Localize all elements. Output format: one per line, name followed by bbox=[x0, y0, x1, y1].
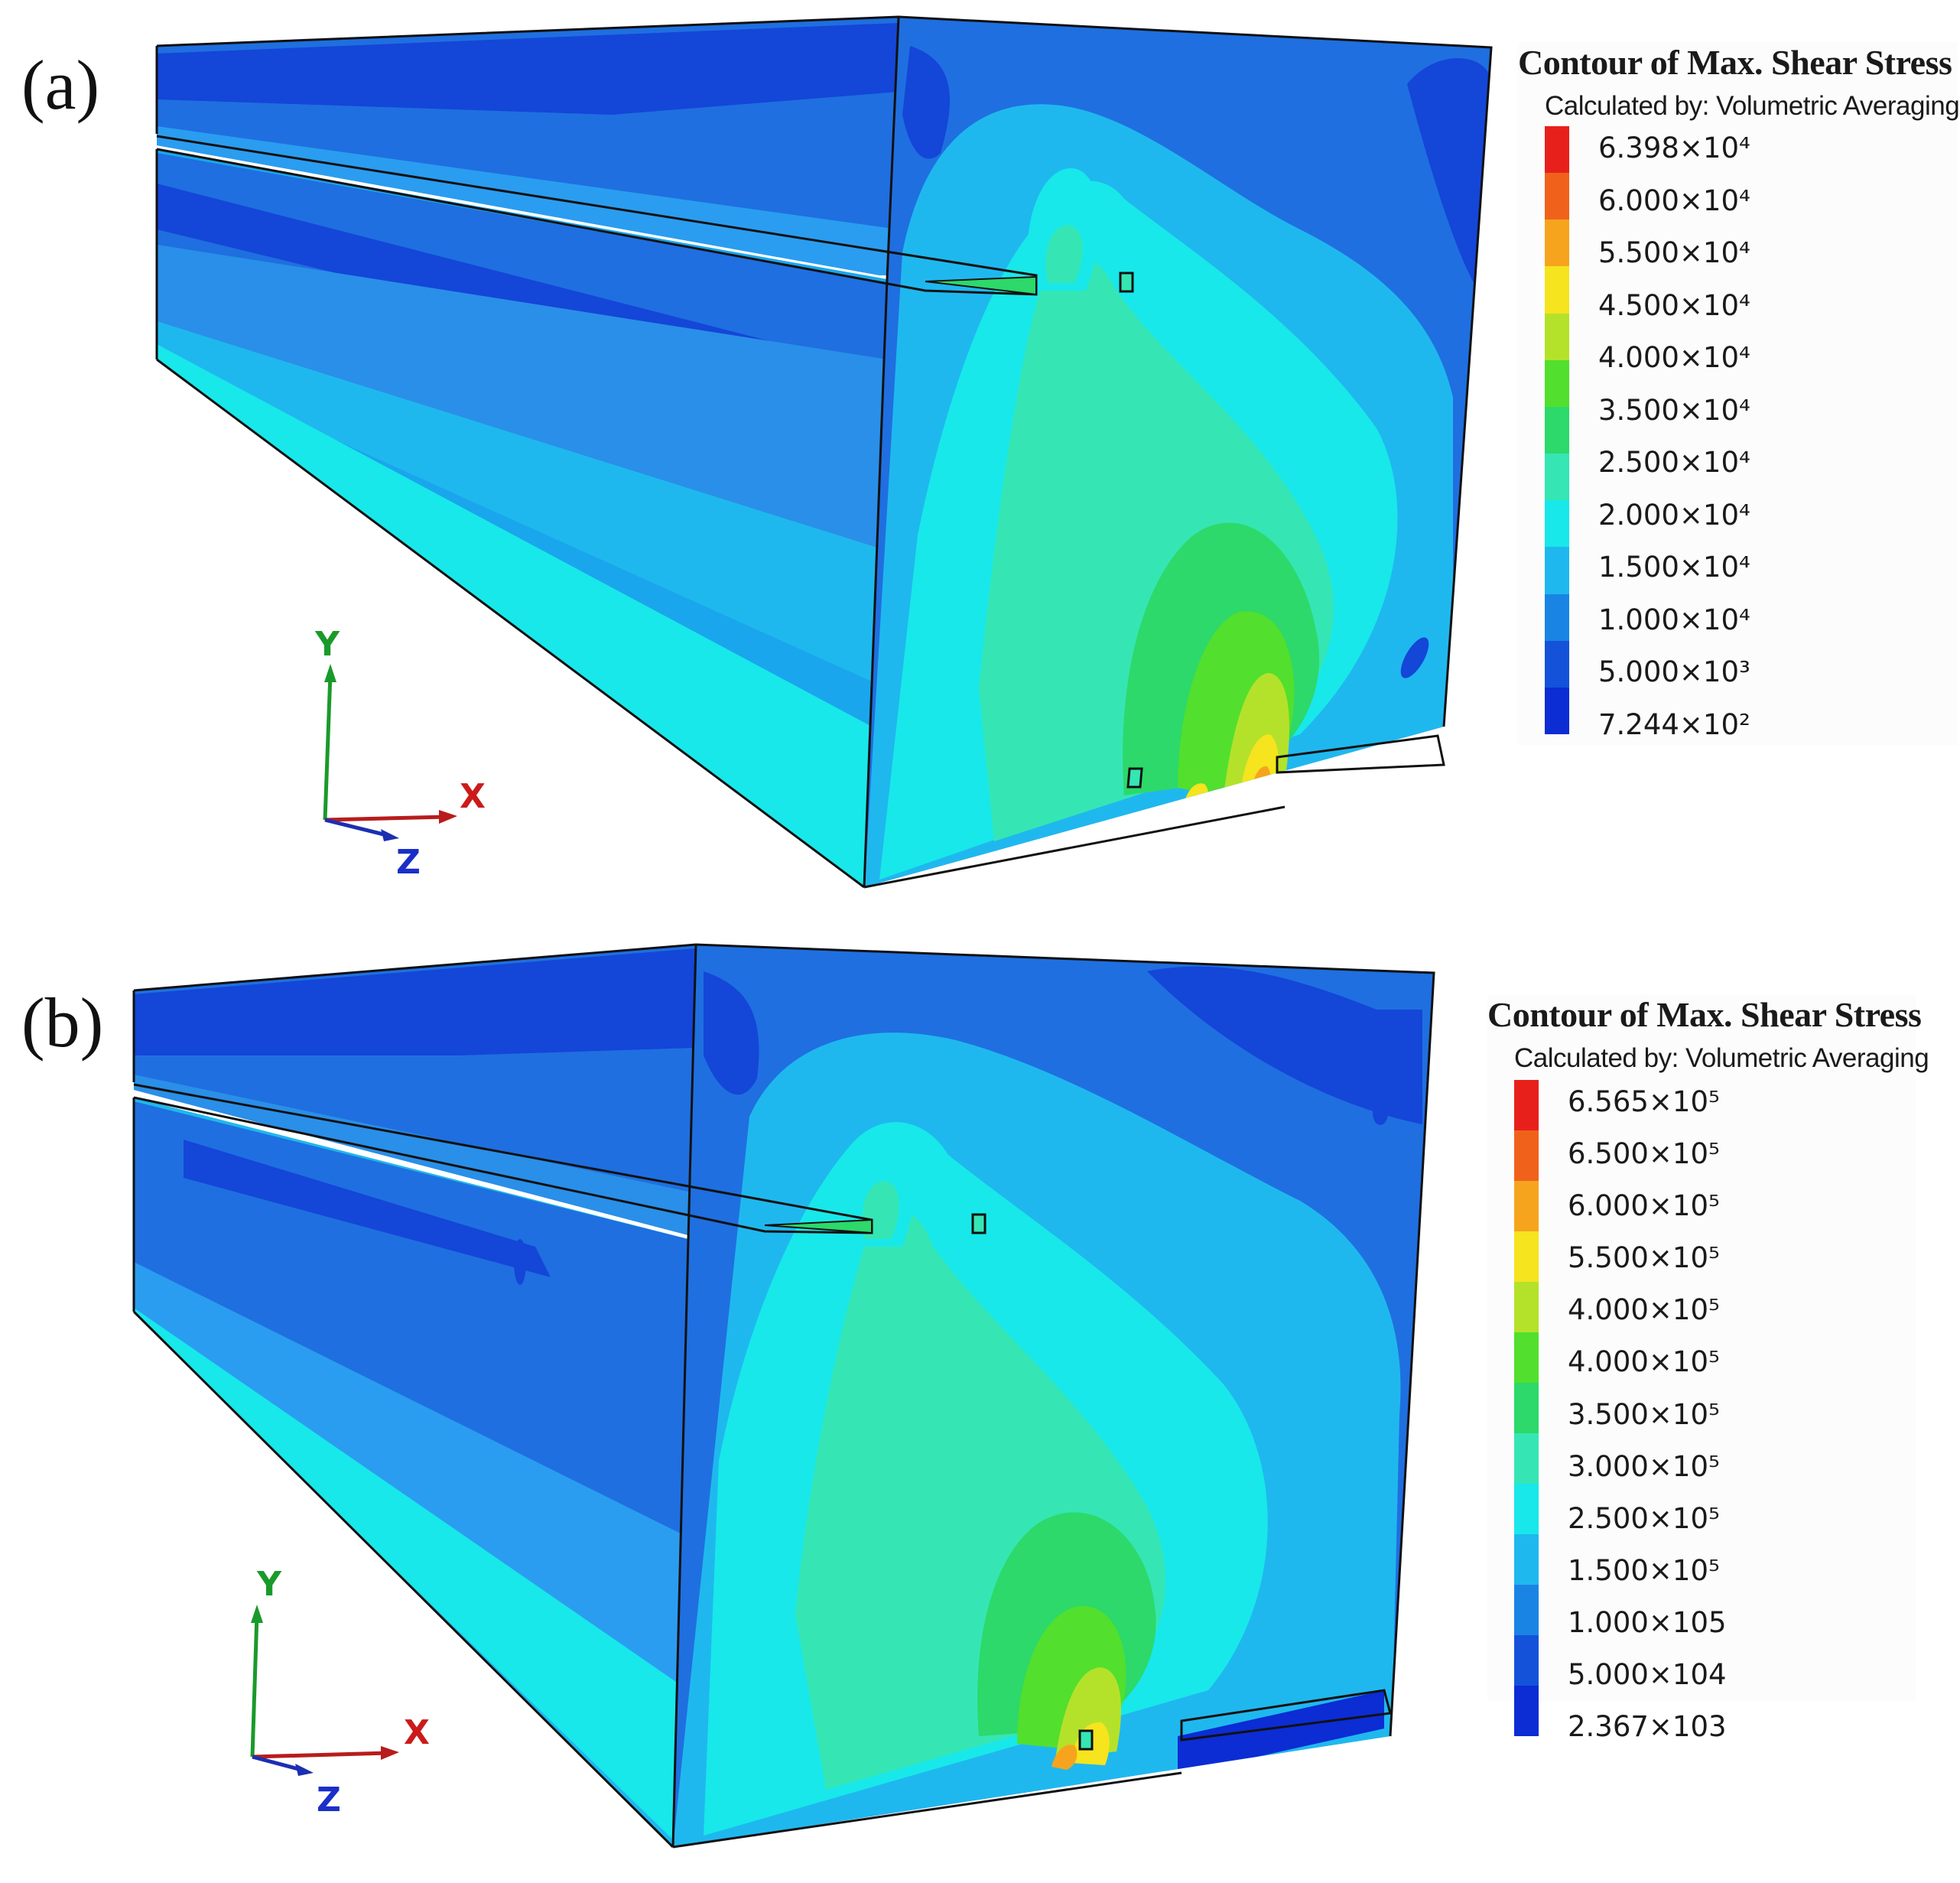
legend-tick-label: 6.000×10⁴ bbox=[1598, 184, 1750, 217]
legend-color-band bbox=[1545, 547, 1569, 594]
color-legend: Contour of Max. Shear Stress Calculated … bbox=[1487, 994, 1929, 1741]
legend-color-band bbox=[1514, 1282, 1539, 1332]
legend-title: Contour of Max. Shear Stress bbox=[1518, 43, 1952, 82]
legend-tick-label: 3.000×10⁵ bbox=[1568, 1449, 1720, 1483]
axis-label-z: Z bbox=[317, 1781, 341, 1820]
legend-tick-label: 5.500×10⁴ bbox=[1598, 236, 1750, 270]
axis-label-x: X bbox=[404, 1713, 430, 1752]
legend-tick-label: 2.000×10⁴ bbox=[1598, 498, 1750, 532]
legend-tick-label: 1.500×10⁴ bbox=[1598, 551, 1750, 584]
legend-tick-label: 6.000×10⁵ bbox=[1568, 1189, 1720, 1223]
legend-color-band bbox=[1545, 640, 1569, 688]
legend-tick-label: 2.367×103 bbox=[1568, 1710, 1727, 1744]
legend-color-band bbox=[1514, 1635, 1539, 1686]
axis-label-y: Y bbox=[314, 625, 340, 664]
legend-tick-label: 5.000×10³ bbox=[1598, 655, 1750, 689]
legend-color-band bbox=[1545, 313, 1569, 360]
legend-tick-label: 7.244×10² bbox=[1598, 707, 1750, 741]
axis-label-z: Z bbox=[396, 843, 421, 882]
front-face bbox=[673, 945, 1434, 1847]
beam-edges bbox=[155, 15, 1493, 889]
legend-tick-label: 3.500×10⁵ bbox=[1568, 1397, 1720, 1431]
legend-tick-label: 1.500×10⁵ bbox=[1568, 1553, 1720, 1587]
legend-tick-label: 4.000×10⁴ bbox=[1598, 341, 1750, 375]
legend-color-band bbox=[1514, 1332, 1539, 1383]
legend-tick-label: 1.000×105 bbox=[1568, 1605, 1727, 1639]
legend-color-band bbox=[1545, 220, 1569, 267]
panel-label: (a) bbox=[21, 46, 100, 124]
legend-tick-label: 5.000×104 bbox=[1568, 1658, 1727, 1692]
legend-color-band bbox=[1545, 454, 1569, 501]
legend-color-band bbox=[1514, 1534, 1539, 1585]
legend-color-band bbox=[1545, 126, 1569, 174]
legend-tick-label: 2.500×10⁵ bbox=[1568, 1501, 1720, 1535]
legend-color-band bbox=[1514, 1231, 1539, 1282]
left-face bbox=[157, 149, 887, 887]
legend-color-band bbox=[1514, 1686, 1539, 1736]
legend-color-band bbox=[1514, 1181, 1539, 1231]
legend-color-band bbox=[1545, 266, 1569, 314]
legend-tick-label: 3.500×10⁴ bbox=[1598, 393, 1750, 427]
coordinate-triad: Y X Z bbox=[250, 1565, 430, 1820]
legend-color-bar bbox=[1514, 1080, 1539, 1736]
legend-color-band bbox=[1545, 500, 1569, 548]
legend-color-band bbox=[1545, 359, 1569, 407]
legend-color-band bbox=[1514, 1433, 1539, 1484]
legend-color-band bbox=[1545, 406, 1569, 454]
legend-subtitle: Calculated by: Volumetric Averaging bbox=[1545, 91, 1960, 121]
legend-tick-label: 6.565×10⁵ bbox=[1568, 1085, 1720, 1118]
legend-tick-label: 1.000×10⁴ bbox=[1598, 603, 1750, 636]
color-legend: Contour of Max. Shear Stress Calculated … bbox=[1518, 42, 1960, 746]
notch-tip bbox=[925, 275, 1037, 296]
axis-label-x: X bbox=[460, 777, 486, 816]
legend-tick-label: 2.500×10⁴ bbox=[1598, 446, 1750, 480]
legend-color-band bbox=[1514, 1585, 1539, 1635]
legend-subtitle: Calculated by: Volumetric Averaging bbox=[1514, 1043, 1929, 1073]
legend-tick-label: 6.398×10⁴ bbox=[1598, 132, 1750, 164]
legend-tick-label: 5.500×10⁵ bbox=[1568, 1241, 1720, 1275]
panel-a: (a) bbox=[0, 0, 1960, 925]
marker-square bbox=[1119, 272, 1134, 293]
legend-color-band bbox=[1545, 687, 1569, 735]
legend-color-band bbox=[1545, 594, 1569, 641]
legend-color-band bbox=[1545, 173, 1569, 220]
legend-color-band bbox=[1514, 1080, 1539, 1130]
panel-b: (b) bbox=[0, 925, 1960, 1883]
legend-tick-label: 4.000×10⁵ bbox=[1568, 1345, 1720, 1379]
marker-square bbox=[971, 1213, 987, 1234]
marker-square bbox=[1078, 1729, 1094, 1751]
marker-square bbox=[1126, 767, 1143, 789]
legend-tick-label: 4.000×10⁵ bbox=[1568, 1293, 1720, 1327]
legend-color-band bbox=[1514, 1383, 1539, 1433]
panel-label: (b) bbox=[21, 984, 104, 1062]
stress-contour-model: Y X Z bbox=[155, 15, 1493, 889]
legend-title: Contour of Max. Shear Stress bbox=[1487, 995, 1922, 1034]
legend-color-bar bbox=[1545, 126, 1569, 735]
front-face bbox=[864, 17, 1491, 887]
legend-color-band bbox=[1514, 1484, 1539, 1534]
coordinate-triad: Y X Z bbox=[314, 625, 486, 882]
axis-label-y: Y bbox=[256, 1565, 282, 1604]
notch-tip bbox=[764, 1218, 873, 1234]
legend-tick-label: 6.500×10⁵ bbox=[1568, 1137, 1720, 1171]
legend-color-band bbox=[1514, 1130, 1539, 1181]
stress-contour-model: Y X Z bbox=[132, 943, 1435, 1849]
legend-tick-label: 4.500×10⁴ bbox=[1598, 288, 1750, 322]
